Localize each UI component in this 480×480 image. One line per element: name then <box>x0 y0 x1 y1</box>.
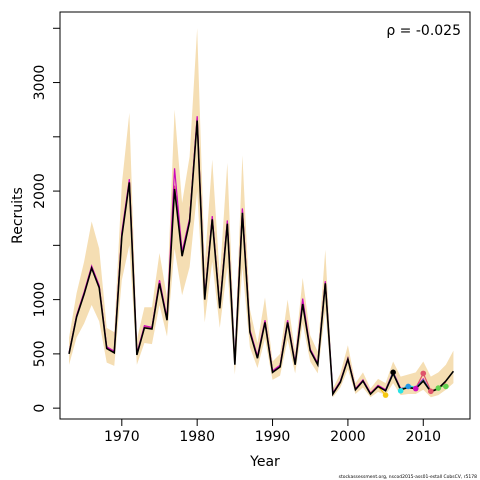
confidence-band <box>69 28 454 398</box>
x-axis-label: Year <box>249 454 280 470</box>
endpoint-marker-6 <box>405 383 411 390</box>
y-tick-label-2000: 2000 <box>32 173 48 209</box>
x-tick-label-1980: 1980 <box>179 429 215 445</box>
y-tick-label-0: 0 <box>32 404 48 413</box>
rho-annotation: ρ = -0.025 <box>386 23 461 39</box>
confidence-band-layer <box>69 28 454 398</box>
footer-source-note: stockassessment.org, nscod2015-ass01-est… <box>339 474 478 480</box>
y-axis-label: Recruits <box>10 187 26 244</box>
endpoint-marker-5 <box>412 385 419 392</box>
y-tick-label-500: 500 <box>32 341 48 368</box>
x-axis: 1970 1980 1990 2000 2010 <box>104 419 441 445</box>
x-tick-label-2000: 2000 <box>330 429 366 445</box>
endpoint-marker-1 <box>443 383 449 390</box>
x-tick-label-1990: 1990 <box>255 429 291 445</box>
endpoint-markers-layer <box>382 369 449 398</box>
endpoint-marker-7 <box>397 387 404 394</box>
x-tick-label-2010: 2010 <box>405 429 441 445</box>
x-tick-label-1970: 1970 <box>104 429 140 445</box>
endpoint-marker-2 <box>435 385 442 391</box>
endpoint-marker-4 <box>420 370 427 377</box>
y-tick-label-3000: 3000 <box>32 65 48 101</box>
endpoint-marker-8 <box>390 369 396 376</box>
endpoint-marker-3 <box>428 388 434 395</box>
plot-frame <box>59 11 471 420</box>
endpoint-marker-9 <box>382 392 389 398</box>
y-axis: 0 500 1000 2000 3000 <box>32 27 60 413</box>
y-tick-label-1000: 1000 <box>32 282 48 318</box>
main-series-line <box>68 120 455 397</box>
